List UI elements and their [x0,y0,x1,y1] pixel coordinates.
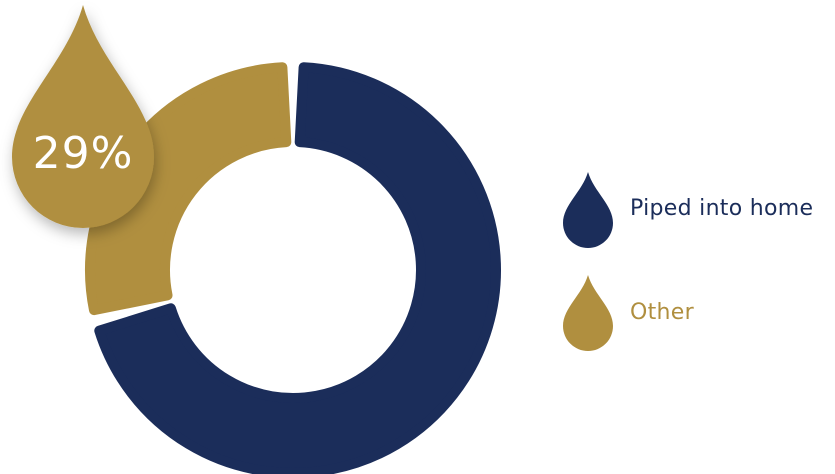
percentage-callout [12,5,154,228]
legend-icons [563,172,613,351]
callout-percentage-label: 29% [32,128,134,179]
water-drop-icon [563,172,613,248]
legend-label-other: Other [630,300,694,325]
legend-label-piped-into-home: Piped into home [630,196,814,221]
callout-drop-icon [12,5,154,228]
donut-slice-piped-into-home [94,62,501,474]
water-drop-icon [563,275,613,351]
